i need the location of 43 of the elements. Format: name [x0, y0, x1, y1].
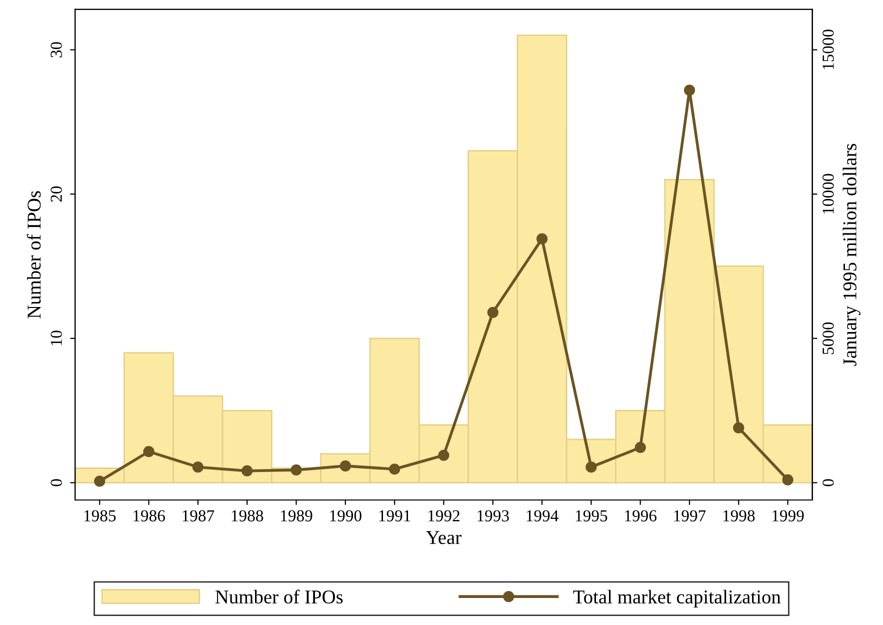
- x-tick-label: 1989: [281, 510, 312, 522]
- x-tick-label: 1988: [232, 510, 264, 522]
- x-axis-title: Year: [426, 531, 462, 544]
- point: [438, 450, 450, 461]
- point: [340, 460, 351, 472]
- y-tick-label: 20: [50, 186, 62, 202]
- y2-tick-label: 10000: [822, 174, 834, 214]
- point: [782, 474, 794, 486]
- x-tick-label: 1992: [428, 510, 460, 522]
- point: [684, 84, 696, 96]
- y2-tick-label: 0: [822, 479, 834, 486]
- point: [192, 462, 204, 473]
- x-tick-label: 1991: [379, 510, 410, 522]
- x-tick-label: 1985: [84, 510, 116, 522]
- point: [242, 465, 253, 476]
- x-tick-label: 1993: [478, 510, 509, 522]
- y2-tick-label: 15000: [822, 30, 834, 70]
- y-tick-label: 10: [50, 330, 62, 346]
- point: [94, 476, 106, 487]
- x-tick-label: 1994: [526, 510, 558, 522]
- y-tick-label: 0: [50, 479, 62, 486]
- point: [586, 462, 597, 473]
- point: [389, 464, 400, 475]
- legend-label: Number of IPOs: [215, 590, 343, 604]
- y-axis-title: Number of IPOs: [26, 191, 41, 318]
- point: [143, 446, 154, 458]
- x-tick-label: 1995: [576, 510, 608, 522]
- x-tick-label: 1986: [134, 510, 165, 522]
- x-tick-label: 1996: [625, 510, 656, 522]
- point: [634, 442, 646, 454]
- x-tick-label: 1998: [723, 510, 755, 522]
- y2-axis-title: January 1995 million dollars: [842, 144, 860, 366]
- x-tick-label: 1999: [772, 510, 804, 522]
- point: [290, 464, 302, 476]
- x-tick-label: 1990: [330, 510, 362, 522]
- point: [487, 306, 498, 318]
- legend-label: Total market capitalization: [573, 590, 781, 608]
- point: [733, 422, 744, 434]
- y-tick-label: 30: [50, 42, 62, 58]
- x-tick-label: 1987: [182, 510, 214, 522]
- point: [536, 233, 548, 244]
- y2-tick-label: 5000: [822, 322, 834, 354]
- x-tick-label: 1997: [674, 510, 706, 522]
